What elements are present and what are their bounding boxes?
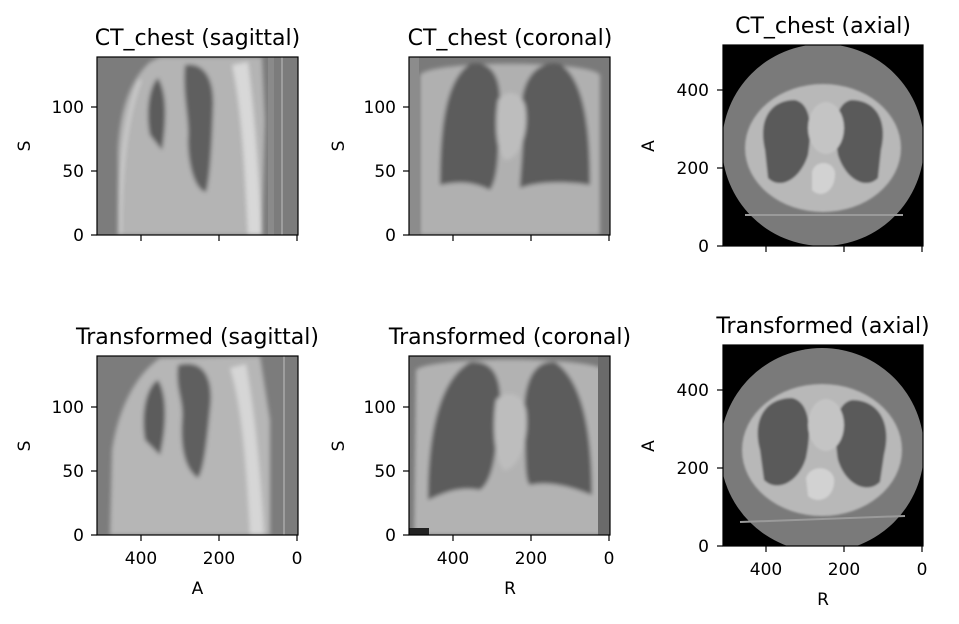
ct-coronal-ytick-100: 100 — [364, 98, 396, 118]
ct-axial-frame — [722, 44, 924, 247]
ct-coronal-ytick-50: 50 — [374, 162, 396, 182]
tr-sagittal-ytick-50: 50 — [62, 462, 84, 482]
tr-sagittal-title: Transformed (sagittal) — [75, 325, 319, 350]
ct-sagittal-title: CT_chest (sagittal) — [95, 26, 301, 51]
tr-coronal-xlabel: R — [504, 579, 516, 599]
tr-sagittal-image — [97, 356, 298, 535]
panel-ct-coronal: CT_chest (coronal) S 0 50 100 — [329, 26, 612, 246]
ct-axial-title: CT_chest (axial) — [735, 14, 911, 39]
panel-tr-sagittal: Transformed (sagittal) S A 0 50 100 400 … — [15, 325, 319, 599]
tr-sagittal-tickmarks — [91, 406, 298, 541]
tr-sagittal-xtick-0: 0 — [292, 549, 303, 569]
tr-axial-xtick-0: 0 — [917, 560, 928, 580]
ct-coronal-frame — [408, 56, 611, 236]
ct-coronal-title: CT_chest (coronal) — [408, 26, 613, 51]
tr-axial-tickmarks — [717, 389, 923, 552]
tr-coronal-title: Transformed (coronal) — [388, 325, 631, 350]
ct-coronal-ylabel: S — [329, 141, 349, 152]
tr-sagittal-xtick-400: 400 — [125, 549, 157, 569]
tr-axial-ytick-0: 0 — [698, 537, 709, 557]
ct-axial-ytick-400: 400 — [677, 81, 709, 101]
panel-tr-coronal: Transformed (coronal) S R 0 50 100 400 2… — [329, 325, 631, 599]
tr-coronal-ylabel: S — [329, 441, 349, 452]
tr-axial-title: Transformed (axial) — [715, 314, 929, 339]
tr-axial-xtick-200: 200 — [828, 560, 860, 580]
ct-axial-image — [723, 45, 923, 246]
ct-sagittal-tickmarks — [91, 106, 298, 241]
tr-axial-xtick-400: 400 — [750, 560, 782, 580]
ct-sagittal-ytick-100: 100 — [52, 98, 84, 118]
tr-coronal-tickmarks — [403, 406, 610, 541]
tr-axial-frame — [722, 344, 924, 547]
tr-coronal-frame — [408, 355, 611, 536]
ct-sagittal-ytick-50: 50 — [62, 162, 84, 182]
panel-tr-axial: Transformed (axial) A R 0 200 400 400 20… — [639, 314, 930, 610]
tr-sagittal-ytick-100: 100 — [52, 398, 84, 418]
ct-axial-ylabel: A — [639, 140, 659, 152]
tr-coronal-ytick-100: 100 — [364, 398, 396, 418]
ct-axial-tickmarks — [717, 89, 923, 252]
panel-ct-sagittal: CT_chest (sagittal) S 0 50 100 — [15, 26, 300, 246]
ct-coronal-image — [409, 57, 610, 235]
tr-sagittal-ytick-0: 0 — [73, 526, 84, 546]
ct-coronal-tickmarks — [403, 106, 610, 241]
tr-coronal-ytick-0: 0 — [385, 526, 396, 546]
tr-coronal-xtick-200: 200 — [515, 549, 547, 569]
tr-axial-ytick-200: 200 — [677, 459, 709, 479]
tr-coronal-xtick-0: 0 — [604, 549, 615, 569]
ct-sagittal-ylabel: S — [15, 141, 35, 152]
tr-coronal-ytick-50: 50 — [374, 462, 396, 482]
ct-coronal-ytick-0: 0 — [385, 226, 396, 246]
tr-axial-image — [723, 345, 923, 546]
tr-sagittal-frame — [96, 355, 299, 536]
ct-axial-ytick-200: 200 — [677, 159, 709, 179]
tr-axial-ytick-400: 400 — [677, 381, 709, 401]
tr-axial-ylabel: A — [639, 440, 659, 452]
ct-sagittal-frame — [96, 56, 299, 236]
panel-ct-axial: CT_chest (axial) A 0 200 400 — [639, 14, 924, 257]
tr-coronal-xtick-400: 400 — [437, 549, 469, 569]
tr-sagittal-ylabel: S — [15, 441, 35, 452]
tr-coronal-image — [409, 356, 610, 535]
ct-sagittal-image — [97, 57, 298, 235]
ct-sagittal-ytick-0: 0 — [73, 226, 84, 246]
tr-axial-xlabel: R — [817, 590, 829, 610]
ct-axial-ytick-0: 0 — [698, 237, 709, 257]
tr-sagittal-xlabel: A — [192, 579, 204, 599]
tr-sagittal-xtick-200: 200 — [203, 549, 235, 569]
